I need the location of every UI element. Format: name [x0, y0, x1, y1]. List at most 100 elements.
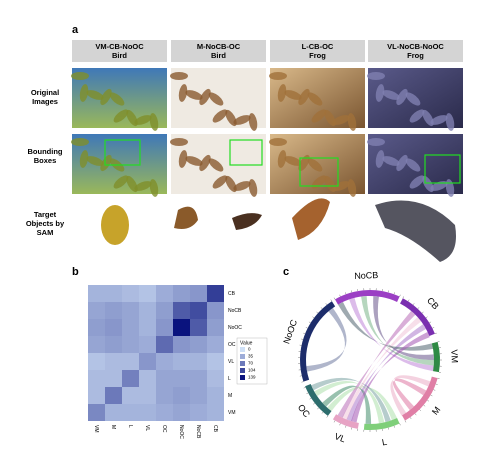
bounding-box — [424, 154, 461, 184]
photo-detail — [396, 154, 408, 172]
axis-tick — [320, 307, 323, 309]
photo-detail — [100, 88, 112, 106]
axis-tick — [303, 387, 306, 389]
heatmap-cell — [173, 319, 190, 336]
column-title: M-NoCB-OC — [197, 42, 241, 51]
chord — [322, 385, 372, 424]
heatmap-cell — [156, 404, 173, 421]
y-tick-label: CB — [228, 291, 236, 297]
axis-tick — [402, 296, 404, 299]
photo-detail — [367, 72, 385, 80]
axis-tick — [339, 423, 341, 426]
bounding-box — [104, 139, 141, 166]
row-label: Original Images — [30, 88, 60, 106]
photo-detail — [233, 115, 251, 125]
heatmap-cell — [190, 302, 207, 319]
chord — [338, 301, 434, 351]
heatmap-cell — [173, 285, 190, 302]
photo-detail — [100, 154, 112, 172]
x-tick-label: CB — [212, 425, 218, 433]
heatmap-cell — [122, 302, 139, 319]
chord — [327, 386, 398, 421]
photo-detail — [113, 175, 129, 189]
legend-swatch — [240, 361, 245, 366]
heatmap-cell — [105, 404, 122, 421]
photo-detail — [324, 109, 336, 127]
heatmap-cell — [122, 353, 139, 370]
photo-detail — [185, 90, 203, 100]
axis-tick — [351, 427, 353, 430]
y-tick-label: L — [228, 376, 231, 382]
column-subtitle: Bird — [211, 51, 226, 60]
heatmap-cell — [173, 302, 190, 319]
chord-segment — [305, 383, 332, 416]
photo-detail — [170, 138, 188, 146]
axis-tick — [432, 327, 435, 329]
x-tick-label: VM — [93, 425, 99, 433]
heatmap-cell — [173, 387, 190, 404]
axis-tick — [414, 413, 417, 416]
column-header — [368, 40, 463, 62]
axis-tick — [404, 420, 407, 423]
legend-label: 0 — [248, 347, 251, 352]
photo-detail — [409, 109, 425, 123]
chord-segment — [400, 298, 435, 337]
photo-detail — [311, 109, 327, 123]
segment-label: VL — [333, 431, 347, 444]
y-tick-label: NoOC — [228, 325, 242, 331]
heatmap-cell — [88, 353, 105, 370]
heatmap-cell — [173, 353, 190, 370]
bounding-box — [299, 157, 339, 187]
photo-detail — [409, 175, 425, 189]
axis-tick — [321, 411, 324, 414]
photo-detail — [126, 175, 138, 193]
axis-tick — [301, 381, 304, 383]
chord — [306, 307, 347, 372]
axis-tick — [437, 377, 440, 379]
axis-tick — [333, 420, 336, 423]
heatmap-cell — [156, 336, 173, 353]
axis-tick — [317, 407, 319, 410]
heatmap-cell — [190, 370, 207, 387]
photo-detail — [113, 109, 129, 123]
axis-tick — [393, 425, 395, 428]
axis-tick — [417, 307, 420, 309]
axis-tick — [303, 332, 306, 334]
photo-detail — [248, 179, 258, 197]
x-tick-label: M — [110, 425, 116, 429]
heatmap-cell — [190, 387, 207, 404]
heatmap-cell — [207, 353, 224, 370]
heatmap-cell — [207, 319, 224, 336]
row-label: Bounding Boxes — [27, 147, 63, 165]
bounding-box — [229, 139, 263, 166]
heatmap-cell — [105, 370, 122, 387]
axis-tick — [412, 303, 415, 305]
photo-detail — [284, 90, 302, 100]
axis-tick — [425, 316, 428, 319]
photo-detail — [178, 150, 188, 168]
photo-detail — [430, 115, 448, 125]
heatmap-cell — [156, 387, 173, 404]
heatmap-cell — [207, 336, 224, 353]
heatmap-cell — [207, 370, 224, 387]
heatmap-cell — [88, 302, 105, 319]
heatmap-cell — [190, 404, 207, 421]
photo-detail — [134, 181, 152, 191]
photo-detail — [170, 72, 188, 80]
y-tick-label: M — [228, 393, 232, 399]
heatmap-cell — [207, 302, 224, 319]
segment-label: NoCB — [354, 270, 378, 281]
heatmap-cell — [139, 302, 156, 319]
photo-detail — [71, 72, 89, 80]
axis-tick — [433, 389, 436, 391]
axis-tick — [393, 292, 395, 295]
heatmap-cell — [122, 370, 139, 387]
photo-detail — [269, 138, 287, 146]
chord — [309, 333, 341, 350]
heatmap-cell — [190, 319, 207, 336]
photo-detail — [367, 138, 385, 146]
x-tick-label: NoCB — [195, 425, 201, 439]
segmented-object — [174, 206, 198, 229]
heatmap-cell — [88, 387, 105, 404]
